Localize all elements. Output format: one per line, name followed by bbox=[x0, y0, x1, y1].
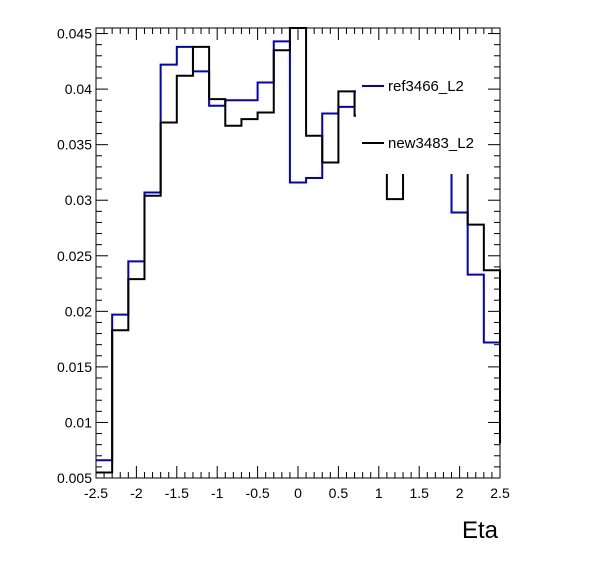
legend-box bbox=[356, 64, 474, 174]
y-tick-label: 0.03 bbox=[65, 192, 92, 208]
x-tick-label: -2.5 bbox=[84, 485, 108, 501]
x-tick-label: 2 bbox=[456, 485, 464, 501]
y-tick-label: 0.035 bbox=[57, 137, 92, 153]
y-tick-label: 0.045 bbox=[57, 26, 92, 42]
x-tick-label: -2 bbox=[130, 485, 143, 501]
legend-label: ref3466_L2 bbox=[388, 78, 464, 95]
y-tick-label: 0.04 bbox=[65, 81, 92, 97]
x-tick-label: -1 bbox=[211, 485, 224, 501]
x-axis-title: Eta bbox=[462, 517, 499, 544]
plot-frame bbox=[95, 27, 501, 479]
x-tick-label: 1 bbox=[375, 485, 383, 501]
x-tick-label: 0 bbox=[294, 485, 302, 501]
legend-label: new3483_L2 bbox=[388, 135, 474, 152]
x-tick-label: 2.5 bbox=[490, 485, 510, 501]
y-tick-label: 0.02 bbox=[65, 303, 92, 319]
x-tick-label: 0.5 bbox=[329, 485, 349, 501]
x-tick-label: -0.5 bbox=[246, 485, 270, 501]
y-axis: 0.005 0.01 0.015 0.02 0.025 0.03 0.035 0.04 0.04… bbox=[57, 26, 500, 486]
y-tick-label: 0.025 bbox=[57, 248, 92, 264]
y-tick-label: 0.005 bbox=[57, 470, 92, 486]
x-tick-label: 1.5 bbox=[409, 485, 429, 501]
legend: ref3466_L2 new3483_L2 bbox=[356, 64, 474, 174]
y-tick-label: 0.01 bbox=[65, 414, 92, 430]
y-tick-label: 0.015 bbox=[57, 359, 92, 375]
x-tick-label: -1.5 bbox=[165, 485, 189, 501]
x-axis: -2.5 -2 -1.5 -1 -0.5 0 0.5 1 1.5 2 2.5 bbox=[84, 28, 510, 501]
